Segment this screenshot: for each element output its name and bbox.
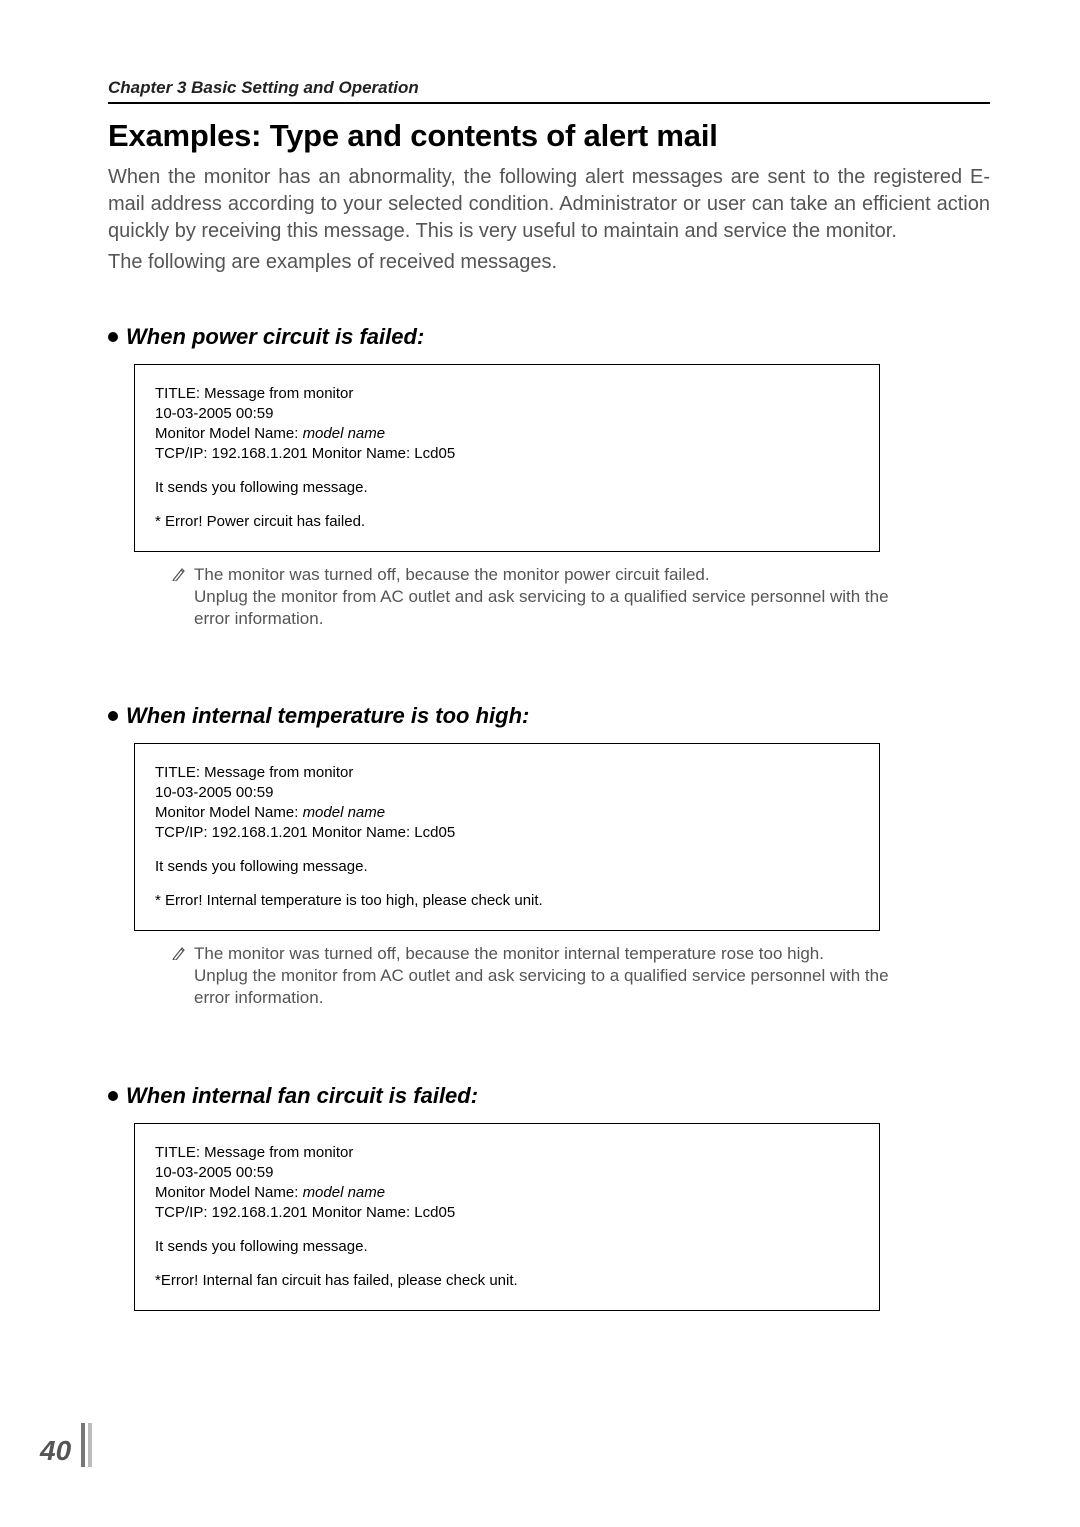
mail-line: It sends you following message.: [155, 479, 859, 497]
mail-line: It sends you following message.: [155, 858, 859, 876]
note-line: Unplug the monitor from AC outlet and as…: [194, 586, 912, 630]
mail-line: Monitor Model Name: model name: [155, 804, 859, 822]
page-container: Chapter 3 Basic Setting and Operation Ex…: [0, 0, 1080, 1527]
mail-model-label: Monitor Model Name:: [155, 1184, 303, 1201]
mail-line: 10-03-2005 00:59: [155, 784, 859, 802]
spacer: [108, 629, 990, 703]
mail-line: TITLE: Message from monitor: [155, 1144, 859, 1162]
spacer: [108, 1009, 990, 1083]
mail-line: TCP/IP: 192.168.1.201 Monitor Name: Lcd0…: [155, 1204, 859, 1222]
mail-line: *Error! Internal fan circuit has failed,…: [155, 1272, 859, 1290]
mail-line: TCP/IP: 192.168.1.201 Monitor Name: Lcd0…: [155, 445, 859, 463]
section-1-heading: When power circuit is failed:: [126, 324, 424, 350]
chapter-title: Chapter 3 Basic Setting and Operation: [108, 78, 419, 97]
page-number: 40: [40, 1435, 71, 1467]
note-block-2: The monitor was turned off, because the …: [172, 943, 912, 1008]
note-block-1: The monitor was turned off, because the …: [172, 564, 912, 629]
note-text-2: The monitor was turned off, because the …: [194, 943, 912, 1008]
page-title: Examples: Type and contents of alert mai…: [108, 118, 990, 154]
note-line: The monitor was turned off, because the …: [194, 564, 912, 586]
page-number-bar-dark: [81, 1423, 85, 1467]
mail-line: 10-03-2005 00:59: [155, 405, 859, 423]
pencil-icon: [172, 943, 190, 1008]
mail-example-box-1: TITLE: Message from monitor 10-03-2005 0…: [134, 364, 880, 552]
section-2-heading: When internal temperature is too high:: [126, 703, 529, 729]
mail-line: Monitor Model Name: model name: [155, 425, 859, 443]
mail-line: Monitor Model Name: model name: [155, 1184, 859, 1202]
bullet-icon: [108, 332, 118, 342]
mail-line: 10-03-2005 00:59: [155, 1164, 859, 1182]
bullet-icon: [108, 1091, 118, 1101]
mail-model-name: model name: [303, 1184, 386, 1201]
mail-model-name: model name: [303, 804, 386, 821]
section-1-heading-row: When power circuit is failed:: [108, 324, 990, 350]
note-text-1: The monitor was turned off, because the …: [194, 564, 912, 629]
page-number-block: 40: [40, 1423, 92, 1467]
section-2-heading-row: When internal temperature is too high:: [108, 703, 990, 729]
page-number-bar-light: [88, 1423, 92, 1467]
mail-model-name: model name: [303, 425, 386, 442]
mail-model-label: Monitor Model Name:: [155, 425, 303, 442]
mail-line: * Error! Power circuit has failed.: [155, 513, 859, 531]
pencil-icon: [172, 564, 190, 629]
mail-line: TITLE: Message from monitor: [155, 385, 859, 403]
mail-line: TCP/IP: 192.168.1.201 Monitor Name: Lcd0…: [155, 824, 859, 842]
mail-example-box-3: TITLE: Message from monitor 10-03-2005 0…: [134, 1123, 880, 1311]
mail-line: TITLE: Message from monitor: [155, 764, 859, 782]
mail-line: * Error! Internal temperature is too hig…: [155, 892, 859, 910]
intro-paragraph-1: When the monitor has an abnormality, the…: [108, 164, 990, 245]
intro-paragraph-2: The following are examples of received m…: [108, 249, 990, 276]
mail-line: It sends you following message.: [155, 1238, 859, 1256]
mail-model-label: Monitor Model Name:: [155, 804, 303, 821]
section-3-heading-row: When internal fan circuit is failed:: [108, 1083, 990, 1109]
note-line: The monitor was turned off, because the …: [194, 943, 912, 965]
bullet-icon: [108, 711, 118, 721]
chapter-header-rule: Chapter 3 Basic Setting and Operation: [108, 78, 990, 104]
mail-example-box-2: TITLE: Message from monitor 10-03-2005 0…: [134, 743, 880, 931]
section-3-heading: When internal fan circuit is failed:: [126, 1083, 478, 1109]
note-line: Unplug the monitor from AC outlet and as…: [194, 965, 912, 1009]
